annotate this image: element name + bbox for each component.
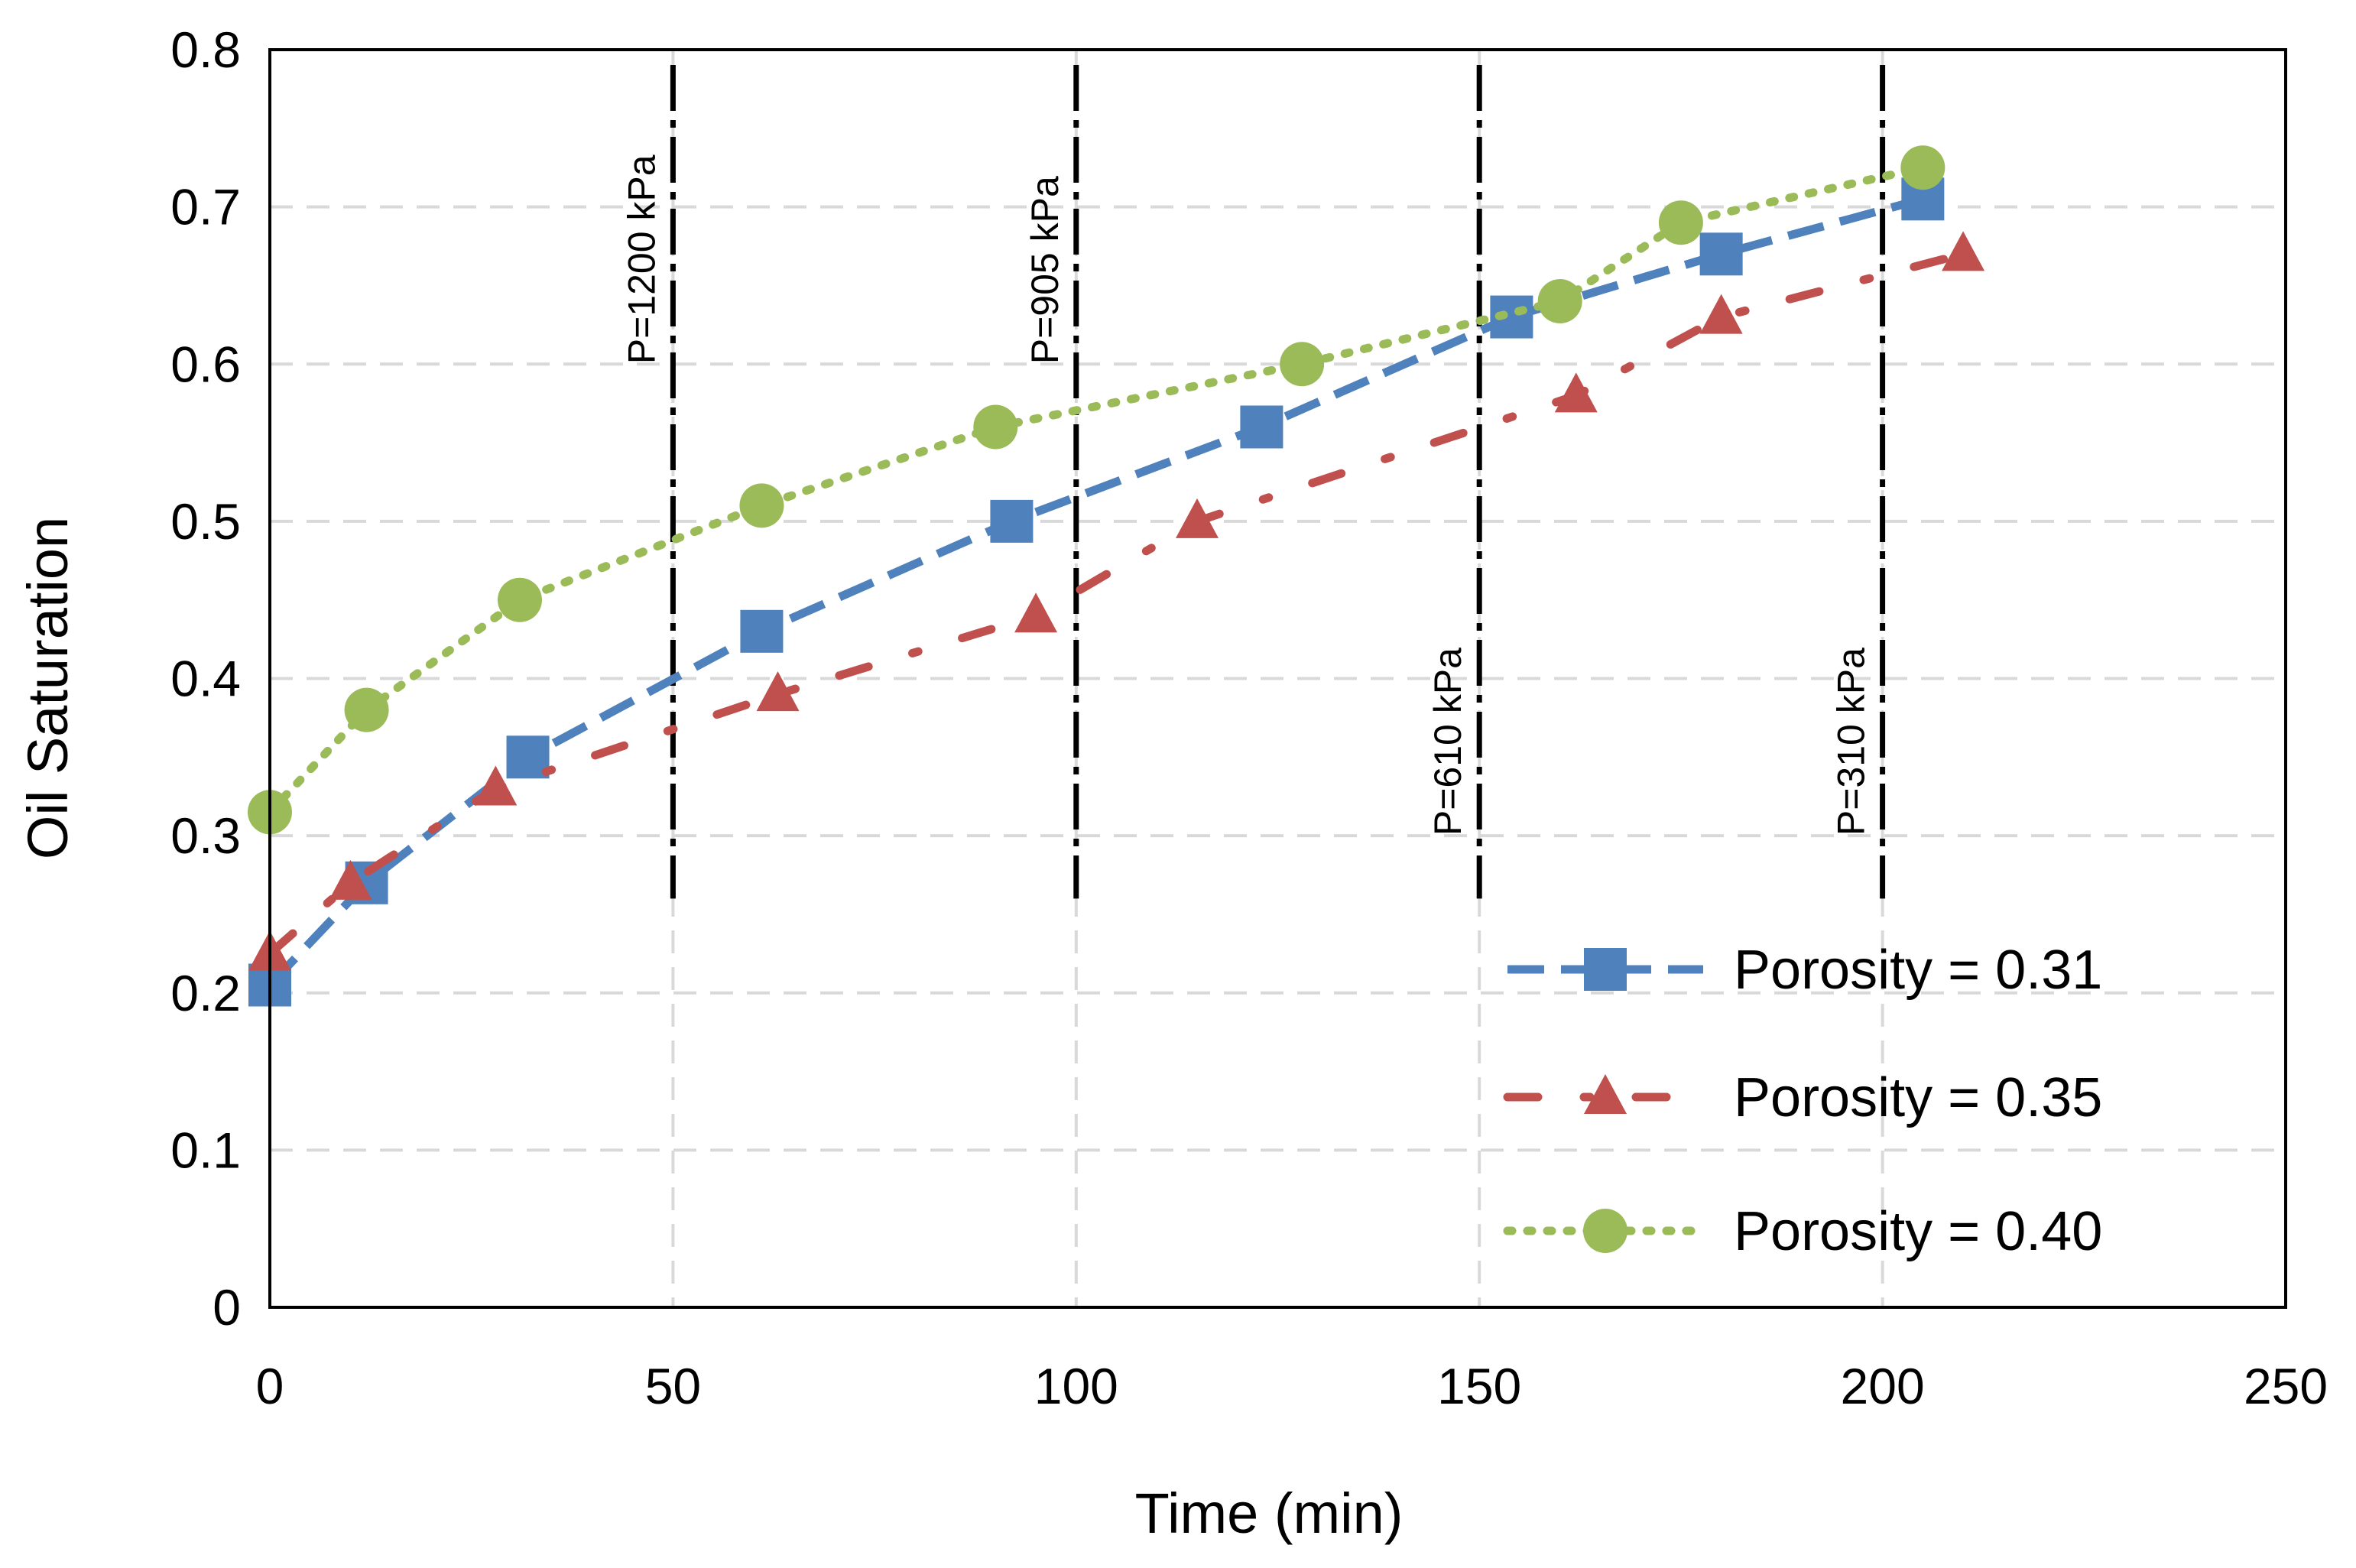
- y-tick-label: 0.3: [170, 807, 241, 864]
- data-point: [756, 671, 800, 712]
- data-point: [739, 483, 784, 528]
- y-tick-label: 0.1: [170, 1122, 241, 1178]
- legend-label: Porosity = 0.40: [1734, 1201, 2102, 1262]
- data-point: [474, 765, 518, 806]
- data-point: [497, 577, 542, 622]
- y-axis-ticks: 0 0.1 0.2 0.3 0.4 0.5 0.6 0.7 0.8: [170, 21, 241, 1336]
- legend-label: Porosity = 0.35: [1734, 1067, 2102, 1128]
- x-tick-label: 200: [1841, 1358, 1925, 1414]
- y-tick-label: 0.6: [170, 336, 241, 392]
- data-point: [1699, 294, 1743, 334]
- legend-label: Porosity = 0.31: [1734, 940, 2102, 1001]
- y-tick-label: 0.4: [170, 651, 241, 707]
- legend-item-2: Porosity = 0.35: [1503, 1067, 2102, 1128]
- pressure-annotation-3: P=610 kPa: [1426, 648, 1469, 836]
- data-point: [740, 609, 784, 653]
- x-tick-label: 0: [256, 1358, 284, 1414]
- data-point: [344, 687, 389, 732]
- pressure-annotations: P=1200 kPa P=905 kPa P=610 kPa P=310 kPa: [620, 154, 1872, 836]
- data-point: [990, 499, 1034, 543]
- pressure-annotation-2: P=905 kPa: [1024, 176, 1066, 364]
- data-point: [1900, 145, 1945, 190]
- data-point: [1280, 342, 1325, 387]
- plot-area-frame: [268, 48, 2287, 1309]
- x-tick-label: 250: [2244, 1358, 2328, 1414]
- series-porosity-2: [248, 231, 1985, 971]
- series-porosity-3: [248, 145, 1945, 835]
- pressure-annotation-1: P=1200 kPa: [620, 154, 663, 364]
- x-axis-ticks: 0 50 100 150 200 250: [256, 1358, 2328, 1414]
- legend-marker: [1583, 1209, 1627, 1253]
- legend-item-3: Porosity = 0.40: [1503, 1201, 2102, 1262]
- x-axis-title: Time (min): [1135, 1482, 1404, 1545]
- legend-marker: [1584, 1074, 1627, 1114]
- legend: Porosity = 0.31 Porosity = 0.35 Porosity =…: [1503, 940, 2102, 1262]
- data-point: [1240, 405, 1283, 449]
- x-tick-label: 50: [645, 1358, 701, 1414]
- y-tick-label: 0.2: [170, 965, 241, 1021]
- data-point: [1014, 592, 1058, 633]
- data-point: [1554, 372, 1598, 413]
- data-point: [1942, 231, 1985, 271]
- x-tick-label: 100: [1034, 1358, 1118, 1414]
- y-axis-title: Oil Saturation: [16, 517, 80, 859]
- x-tick-label: 150: [1437, 1358, 1521, 1414]
- legend-item-1: Porosity = 0.31: [1507, 940, 2102, 1001]
- pressure-annotation-4: P=310 kPa: [1830, 648, 1873, 836]
- data-point: [1176, 498, 1219, 538]
- data-point: [1537, 279, 1582, 323]
- y-tick-label: 0.5: [170, 493, 241, 550]
- data-point: [973, 404, 1018, 450]
- y-tick-label: 0.8: [170, 21, 241, 78]
- y-tick-label: 0.7: [170, 179, 241, 235]
- data-point: [1658, 200, 1703, 245]
- data-point: [329, 859, 372, 900]
- y-tick-label: 0: [213, 1279, 241, 1336]
- legend-marker: [1584, 948, 1627, 991]
- data-series: [248, 145, 1985, 1007]
- grid-lines: [270, 205, 2286, 1152]
- data-point: [1699, 232, 1743, 276]
